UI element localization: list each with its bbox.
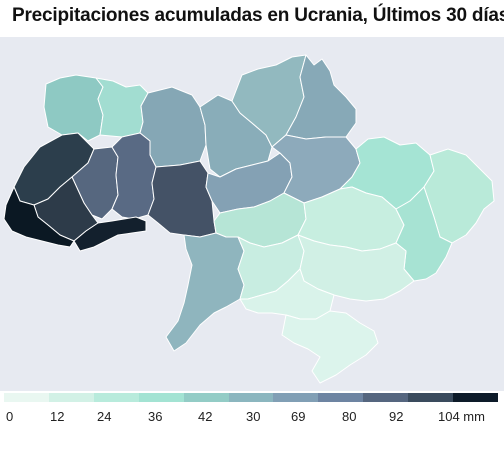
legend-swatch [318,393,364,402]
legend-label-69: 69 [291,409,306,424]
legend-label-36: 36 [148,409,163,424]
legend-swatch [4,393,50,402]
legend-swatch [183,393,230,402]
legend-label-104mm: 104 mm [438,409,485,424]
legend-swatch [363,393,409,402]
region-sumy[interactable] [285,54,357,140]
legend-label-80: 80 [342,409,357,424]
region-rivne[interactable] [95,77,149,138]
legend-label-24: 24 [97,409,112,424]
legend-label-0: 0 [6,409,14,424]
chart-title: Precipitaciones acumuladas en Ucrania, Ú… [12,5,504,26]
legend-swatch [48,393,95,402]
region-crimea[interactable] [281,310,379,384]
legend-swatch [228,393,274,402]
color-legend-bar [0,393,504,402]
region-chernivtsi[interactable] [73,216,147,252]
legend-swatch [138,393,185,402]
legend-label-42: 42 [198,409,213,424]
legend-label-30: 30 [246,409,261,424]
region-kherson[interactable] [239,268,335,320]
region-khmelnytskyi[interactable] [111,132,157,220]
legend-label-12: 12 [50,409,65,424]
legend-swatch [273,393,319,402]
color-legend-labels: 0 12 24 36 42 30 69 80 92 104 mm [0,409,504,427]
legend-swatch [93,393,140,402]
region-vinnytsia[interactable] [147,160,217,238]
legend-swatch [453,393,499,402]
region-zakarpattia[interactable] [3,186,75,248]
ukraine-map [3,54,495,384]
region-volyn[interactable] [43,74,104,142]
map-panel [0,37,504,391]
region-odesa[interactable] [165,232,245,352]
legend-label-92: 92 [389,409,404,424]
legend-swatch [408,393,454,402]
